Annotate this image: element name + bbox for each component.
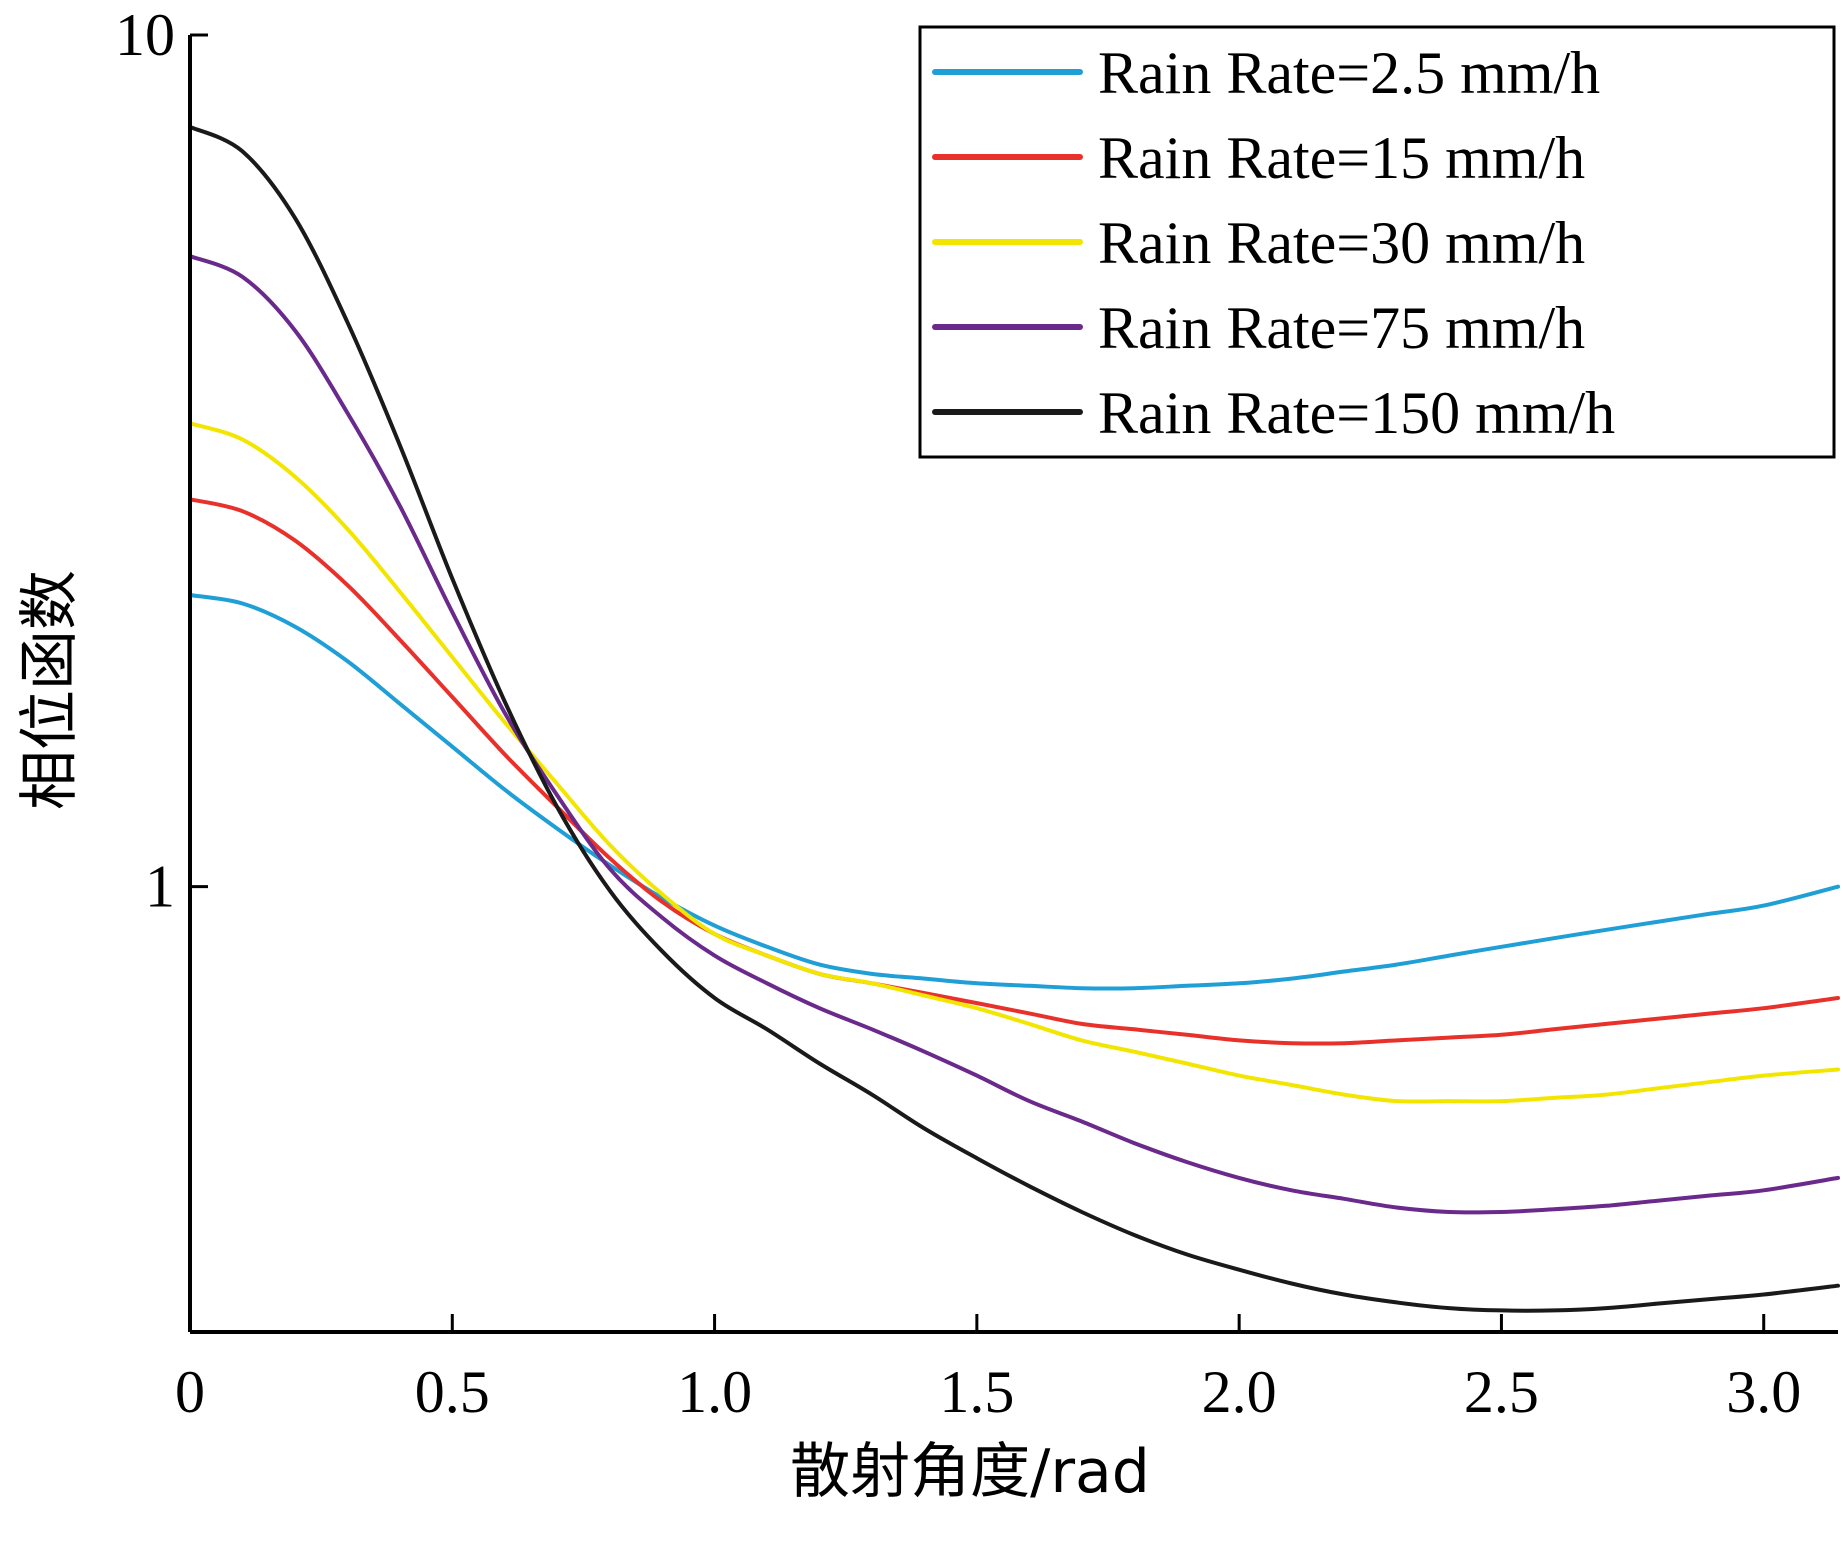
x-tick-label: 2.0 bbox=[1202, 1359, 1277, 1425]
x-tick-label: 0 bbox=[175, 1359, 205, 1425]
y-ticks: 1 10 bbox=[115, 2, 208, 920]
series-layer bbox=[188, 124, 1840, 1313]
x-tick-label: 3.0 bbox=[1726, 1359, 1801, 1425]
legend-items: Rain Rate=2.5 mm/h Rain Rate=15 mm/h Rain … bbox=[932, 40, 1615, 446]
legend-label-4: Rain Rate=75 mm/h bbox=[1098, 295, 1585, 361]
x-ticks: 0 0.5 1.0 1.5 2.0 2.5 3.0 bbox=[175, 1314, 1801, 1425]
series-line-5 bbox=[188, 124, 1840, 1313]
legend-label-3: Rain Rate=30 mm/h bbox=[1098, 210, 1585, 276]
y-tick-label: 1 bbox=[145, 854, 175, 920]
series-line-2 bbox=[188, 497, 1840, 1046]
series-line-1 bbox=[188, 593, 1840, 991]
x-axis-title: 散射角度/rad bbox=[790, 1437, 1150, 1507]
x-tick-label: 0.5 bbox=[415, 1359, 490, 1425]
x-tick-label: 2.5 bbox=[1464, 1359, 1539, 1425]
x-tick-label: 1.0 bbox=[677, 1359, 752, 1425]
legend-label-2: Rain Rate=15 mm/h bbox=[1098, 125, 1585, 191]
series-line-4 bbox=[188, 254, 1840, 1215]
y-axis-title: 相位函数 bbox=[15, 570, 85, 810]
x-tick-label: 1.5 bbox=[939, 1359, 1014, 1425]
legend-label-5: Rain Rate=150 mm/h bbox=[1098, 380, 1615, 446]
legend: Rain Rate=2.5 mm/h Rain Rate=15 mm/h Rain … bbox=[918, 25, 1836, 459]
legend-label-1: Rain Rate=2.5 mm/h bbox=[1098, 40, 1600, 106]
series-line-3 bbox=[188, 421, 1840, 1104]
y-tick-label: 10 bbox=[115, 2, 175, 68]
